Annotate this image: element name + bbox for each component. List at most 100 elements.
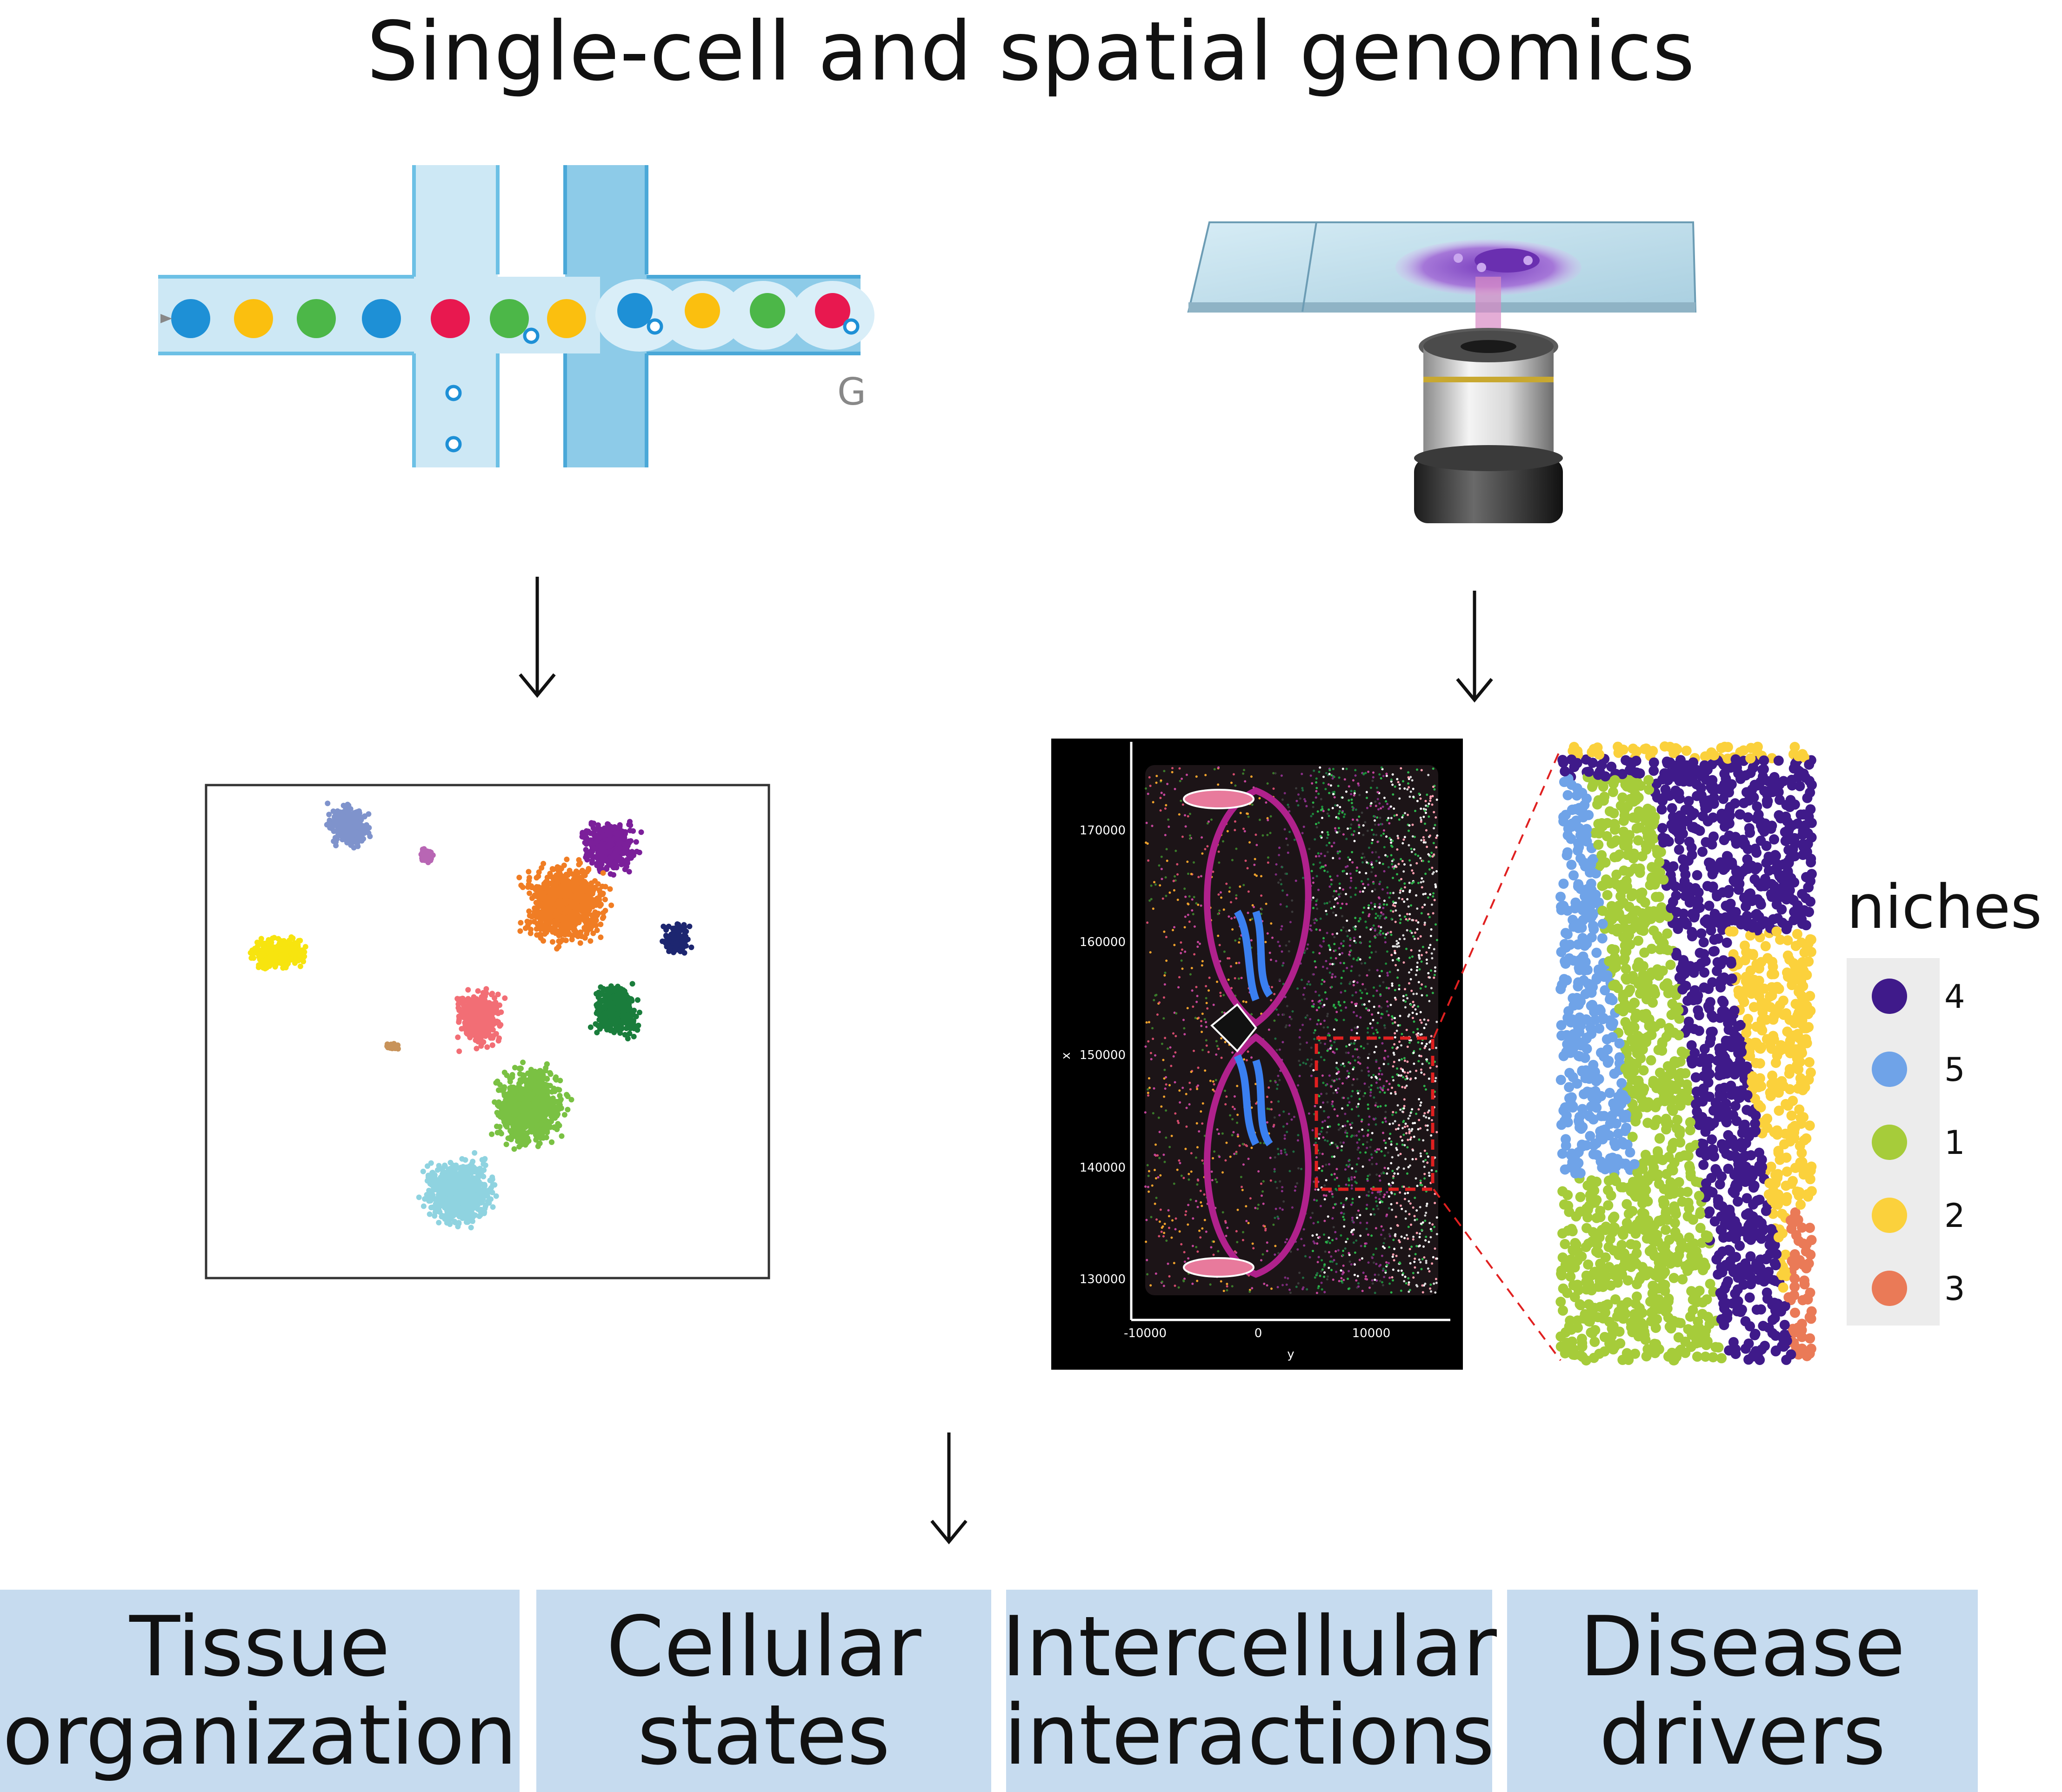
umap-point [596,1017,602,1023]
tissue-cell [1155,1218,1158,1221]
umap-point [474,1192,480,1199]
tissue-cell [1161,1226,1163,1229]
umap-point [613,986,619,993]
umap-point [466,1177,472,1182]
umap-point [577,940,583,946]
umap-point [512,1065,518,1071]
umap-point [583,847,589,853]
umap-point [612,830,618,836]
umap-point [614,865,620,871]
tissue-cell [1197,876,1200,879]
tissue-cell [1154,1153,1156,1156]
tissue-cell [1270,1108,1273,1111]
umap-point [516,1125,521,1131]
umap-point [502,995,508,1001]
tissue-cell [1173,1182,1175,1185]
umap-point [459,1166,465,1172]
tissue-cell [1250,1056,1253,1059]
tissue-cell [1150,1058,1153,1060]
tissue-cell [1170,1065,1173,1067]
tissue-cell [1184,1213,1187,1216]
umap-point [284,947,290,953]
umap-point [580,870,586,876]
umap-point [598,934,604,940]
umap-point [526,908,532,914]
umap-point [335,828,341,834]
tissue-cell [1145,841,1148,844]
tissue-cell [1150,884,1153,887]
tissue-cell [1178,1089,1181,1092]
umap-point [555,1086,561,1093]
tissue-cell [1187,1223,1189,1226]
tissue-cell [1226,1285,1228,1288]
umap-point [507,1085,513,1091]
tissue-cell [1181,1086,1184,1089]
umap-point [428,1160,434,1166]
tissue-cell [1260,894,1263,897]
umap-point [591,886,597,893]
umap-point [600,870,606,876]
tissue-cell [1162,1017,1165,1020]
tissue-cell [1217,766,1220,769]
umap-point [516,874,522,880]
umap-point [571,881,576,887]
tissue-cell [1146,1164,1149,1166]
tissue-cell [1205,985,1208,987]
tissue-cell [1266,782,1269,785]
tissue-cell [1188,1178,1190,1181]
tissue-cell [1242,1000,1245,1003]
umap-point [517,1065,523,1071]
umap-point [451,1201,457,1207]
tissue-cell [1201,1049,1204,1052]
umap-point [340,803,347,808]
tissue-cell [1220,896,1222,899]
umap-point [483,999,489,1006]
umap-point [486,1015,492,1021]
umap-point [631,853,636,859]
umap-point [602,856,608,862]
microfluidic-device: G [158,165,874,467]
tissue-cell [1190,967,1193,969]
umap-point [576,861,582,867]
tissue-cell [1184,1147,1187,1150]
tissue-cell [1152,801,1154,804]
tissue-cell [1201,1205,1203,1207]
umap-point [599,850,605,856]
umap-point [389,1046,395,1052]
umap-point [270,935,275,941]
tissue-cell [1251,803,1254,806]
tissue-cell [1168,1275,1171,1278]
tissue-cell [1165,936,1168,939]
cell-blue [617,293,653,328]
bead [523,327,540,344]
tissue-cell [1190,1152,1193,1155]
umap-point [496,1099,502,1105]
tissue-cell [1173,926,1175,929]
umap-point [538,1082,543,1088]
tissue-cell [1183,1251,1186,1253]
tissue-cell [1179,1162,1181,1165]
tissue-cell [1223,950,1226,953]
tissue-cell [1210,1246,1213,1249]
tissue-cell [1154,1272,1157,1275]
tissue-cell [1265,902,1268,905]
umap-point [446,1207,452,1213]
tissue-cell [1212,1004,1215,1006]
umap-point [489,1131,495,1137]
tissue-cell [1173,879,1175,882]
tissue-cell [1219,994,1222,997]
umap-point [339,825,345,831]
tissue-cell [1194,1017,1197,1019]
tissue-cell [1248,1290,1251,1293]
umap-point [579,888,585,894]
umap-point [442,1163,448,1169]
tissue-cell [1256,1207,1259,1210]
umap-point [630,1019,636,1026]
tissue-cell [1258,797,1261,799]
tissue-cell [1189,834,1191,837]
umap-point [505,1135,511,1141]
tissue-cell [1236,1208,1239,1211]
tissue-cell [1173,944,1176,946]
tissue-cell [1195,986,1198,988]
tissue-cell [1168,1226,1170,1229]
